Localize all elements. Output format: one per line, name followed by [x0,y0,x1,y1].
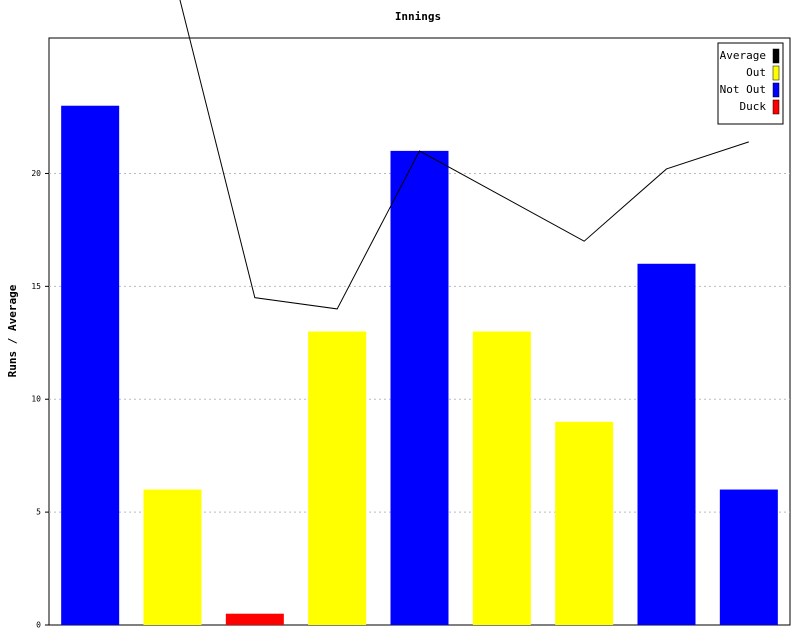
y-tick-label: 0 [36,621,41,630]
bar [637,263,696,625]
bar [472,331,531,625]
bar [555,421,614,625]
y-axis-label: Runs / Average [6,284,19,377]
legend-box [717,42,784,125]
y-tick-label: 15 [31,282,41,291]
bar [225,613,284,625]
legend-label: Average [720,49,766,62]
y-tick-label: 10 [31,395,41,404]
bar [143,489,202,625]
y-tick-label: 5 [36,508,41,517]
bar [61,105,120,625]
bar [308,331,367,625]
legend-swatch [772,99,780,115]
legend-swatch [772,65,780,81]
bar [719,489,778,625]
y-tick-label: 20 [31,169,41,178]
legend-label: Out [746,66,766,79]
legend-label: Duck [740,100,767,113]
average-line [179,0,749,310]
legend-swatch [772,48,780,64]
bar [390,150,449,625]
legend-swatch [772,82,780,98]
legend-label: Not Out [720,83,766,96]
chart-title: Innings [395,10,441,23]
